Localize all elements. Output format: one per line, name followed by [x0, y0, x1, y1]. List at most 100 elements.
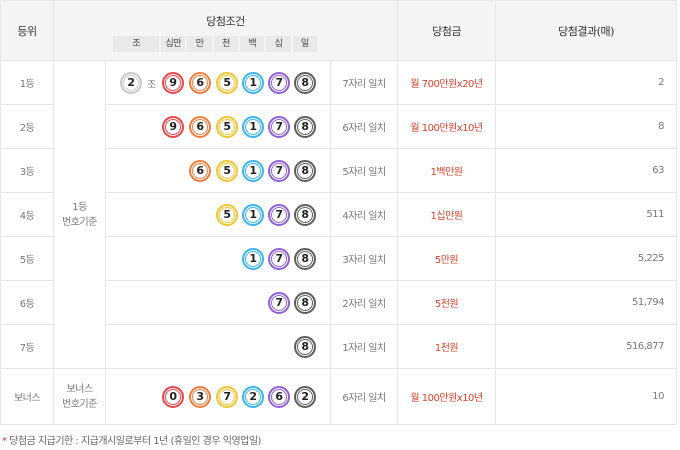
table-row: 1등 1등 번호기준 2 조 9 6 5 1 7 8 7자리 일치 월 700만원x20년 2 — [0, 60, 678, 369]
number-ball: 1 — [242, 247, 264, 270]
rank: 7등 — [0, 324, 54, 369]
number-ball: 5 — [216, 159, 238, 182]
match: 5자리 일치 — [329, 148, 399, 193]
jo-label: 조 — [147, 79, 156, 91]
rank: 5등 — [0, 236, 54, 281]
table-row: 7등 8 1자리 일치 1천원 516,877 — [0, 324, 678, 369]
number-ball: 7 — [268, 159, 290, 182]
header-prize: 당첨금 — [397, 0, 497, 61]
count: 516,877 — [495, 324, 678, 369]
number-ball: 2 — [242, 385, 264, 408]
number-ball: 5 — [216, 203, 238, 226]
number-ball: 7 — [216, 385, 238, 408]
number-ball: 1 — [242, 203, 264, 226]
number-ball: 7 — [268, 115, 290, 138]
prize: 5만원 — [397, 236, 497, 281]
match: 6자리 일치 — [329, 104, 399, 149]
digit-header: 백 — [239, 35, 266, 53]
count: 51,794 — [495, 280, 678, 325]
number-ball: 9 — [162, 71, 184, 94]
number-ball: 3 — [189, 385, 211, 408]
number-ball: 2 — [294, 385, 316, 408]
table-row: 4등 5 1 7 8 4자리 일치 1십만원 511 — [0, 192, 678, 237]
number-ball: 7 — [268, 71, 290, 94]
rank: 6등 — [0, 280, 54, 325]
number-ball: 6 — [189, 159, 211, 182]
header-result: 당첨결과(매) — [495, 0, 678, 61]
number-ball: 8 — [294, 115, 316, 138]
table-row-bonus: 보너스 보너스 번호기준 0 3 7 2 6 2 6자리 일치 월 100만원x10년 10 — [0, 368, 678, 425]
number-ball: 7 — [268, 247, 290, 270]
digit-header: 십만 — [160, 35, 187, 53]
table-row: 2등 9 6 5 1 7 8 6자리 일치 월 100만원x10년 8 — [0, 104, 678, 149]
count: 63 — [495, 148, 678, 193]
count: 10 — [495, 368, 678, 425]
asterisk: * — [2, 436, 7, 447]
count: 5,225 — [495, 236, 678, 281]
match: 4자리 일치 — [329, 192, 399, 237]
rank: 1등 — [0, 60, 54, 105]
rank: 보너스 — [0, 368, 54, 425]
table-row: 6등 7 8 2자리 일치 5천원 51,794 — [0, 280, 678, 325]
rank: 2등 — [0, 104, 54, 149]
count: 2 — [495, 60, 678, 105]
prize: 월 700만원x20년 — [397, 60, 497, 105]
number-ball: 8 — [294, 247, 316, 270]
match: 3자리 일치 — [329, 236, 399, 281]
number-ball: 1 — [242, 71, 264, 94]
digit-header: 천 — [212, 35, 240, 53]
table-row: 3등 6 5 1 7 8 5자리 일치 1백만원 63 — [0, 148, 678, 193]
rank: 3등 — [0, 148, 54, 193]
header-condition-label: 당첨조건 — [206, 15, 245, 28]
number-ball: 8 — [294, 159, 316, 182]
match: 6자리 일치 — [329, 368, 399, 425]
match: 1자리 일치 — [329, 324, 399, 369]
digit-header: 십 — [265, 35, 292, 53]
rank: 4등 — [0, 192, 54, 237]
number-ball: 1 — [242, 159, 264, 182]
number-ball: 6 — [189, 115, 211, 138]
number-ball: 1 — [242, 115, 264, 138]
count: 511 — [495, 192, 678, 237]
number-ball: 5 — [216, 71, 238, 94]
results-table: 등위 당첨조건 조 십만 만 천 백 십 일 당첨금 당첨결과(매) 1등 1등 번호기준 2 조… — [0, 0, 678, 425]
match: 7자리 일치 — [329, 60, 399, 105]
prize: 월 100만원x10년 — [397, 368, 497, 425]
number-ball: 7 — [268, 203, 290, 226]
basis: 보너스 번호기준 — [53, 368, 106, 425]
number-ball: 5 — [216, 115, 238, 138]
number-ball: 8 — [294, 335, 316, 358]
prize: 1천원 — [397, 324, 497, 369]
jo-ball: 2 — [120, 71, 142, 94]
balls-cell: 8 — [105, 324, 331, 369]
digit-headers: 조 십만 만 천 백 십 일 — [112, 35, 318, 53]
count: 8 — [495, 104, 678, 149]
number-ball: 6 — [268, 385, 290, 408]
table-row: 5등 1 7 8 3자리 일치 5만원 5,225 — [0, 236, 678, 281]
header-rank: 등위 — [0, 0, 54, 61]
match: 2자리 일치 — [329, 280, 399, 325]
prize: 1백만원 — [397, 148, 497, 193]
number-ball: 6 — [189, 71, 211, 94]
number-ball: 8 — [294, 291, 316, 314]
prize: 월 100만원x10년 — [397, 104, 497, 149]
number-ball: 9 — [162, 115, 184, 138]
digit-header: 만 — [186, 35, 213, 53]
number-ball: 7 — [268, 291, 290, 314]
prize: 1십만원 — [397, 192, 497, 237]
prize: 5천원 — [397, 280, 497, 325]
digit-header: 일 — [291, 35, 318, 53]
number-ball: 8 — [294, 71, 316, 94]
footnote: * 당첨금 지급기한 : 지급개시일로부터 1년 (휴일인 경우 익영업일) — [2, 432, 261, 447]
basis: 1등 번호기준 — [53, 60, 106, 369]
number-ball: 0 — [162, 385, 184, 408]
number-ball: 8 — [294, 203, 316, 226]
footnote-text: 당첨금 지급기한 : 지급개시일로부터 1년 (휴일인 경우 익영업일) — [6, 436, 261, 447]
